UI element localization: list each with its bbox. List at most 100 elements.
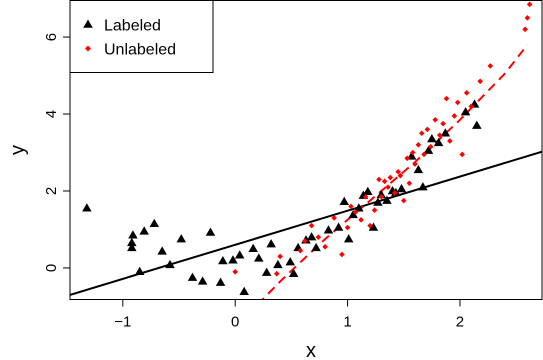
labeled-point [139,226,149,235]
labeled-point [82,203,92,212]
unlabeled-point [463,90,470,96]
unlabeled-point [277,253,283,260]
labeled-point [266,239,276,248]
labeled-point [333,222,344,231]
labeled-point [413,164,424,174]
labeled-point [460,107,471,116]
legend-box [69,0,214,73]
unlabeled-point [418,130,425,137]
unlabeled-point [409,149,416,156]
x-tick-label: −1 [114,314,131,331]
labeled-point [288,268,299,277]
labeled-point [261,267,272,276]
labeled-point [228,255,238,264]
labeled-point [187,272,198,281]
x-axis-label: x [306,340,316,360]
unlabeled-point [297,247,304,254]
labeled-point [406,151,417,160]
labeled-point [127,237,137,247]
unlabeled-point [302,238,308,244]
labeled-point [382,195,392,204]
labeled-point [311,242,321,252]
unlabeled-point [477,78,483,85]
labeled-point [363,186,373,196]
legend-label: Labeled [104,18,161,35]
unlabeled-point [331,215,337,221]
unlabeled-point [440,120,446,127]
labeled-point [157,246,167,255]
unlabeled-point [378,193,385,200]
unlabeled-point [404,155,410,162]
unlabeled-point [443,95,450,102]
labeled-point [396,184,407,193]
unlabeled-point [381,178,388,185]
unlabeled-point [339,251,345,258]
labeled-point [128,230,138,239]
unlabeled-point [487,63,494,69]
unlabeled-point [367,222,373,229]
unlabeled-point [406,180,413,187]
unlabeled-point [421,151,427,158]
plot-layer [70,1,542,300]
labeled-point [248,243,258,252]
legend-triangle-icon [83,19,93,28]
unlabeled-point [427,143,434,150]
x-tick-label: 2 [456,314,464,331]
unlabeled-point [400,197,407,204]
solid-fit-line [70,150,542,296]
labeled-point [134,266,145,276]
unlabeled-point [526,1,533,8]
unlabeled-point [315,234,322,240]
unlabeled-point [371,207,378,214]
legend: Labeled Unlabeled [69,0,214,73]
unlabeled-point [424,126,431,133]
unlabeled-point [376,176,382,183]
labeled-point [215,277,226,286]
unlabeled-point [436,132,443,138]
unlabeled-point [468,103,474,110]
unlabeled-point [387,174,394,181]
labeled-point [368,222,379,231]
y-tick-label: 2 [43,187,60,195]
legend-diamond-icon [85,45,91,52]
unlabeled-point [344,224,351,231]
labeled-point [165,259,175,269]
dashed-fit-line [261,44,529,300]
unlabeled-point [352,209,359,215]
axes-layer: −1 0 1 2 0 2 4 6 [43,33,464,331]
labeled-point [205,227,216,236]
unlabeled-point [432,116,439,123]
unlabeled-point [395,168,401,175]
labeled-point [285,257,296,266]
unlabeled-point [232,268,238,275]
legend-label: Unlabeled [104,42,176,59]
labeled-point [323,225,334,234]
y-tick-label: 4 [43,110,60,118]
unlabeled-point [308,222,315,229]
unlabeled-point [322,243,328,250]
x-tick-label: 0 [231,314,239,331]
labeled-point [176,234,187,243]
y-axis-label: y [7,145,29,155]
unlabeled-point [348,203,354,210]
y-tick-label: 6 [43,33,60,41]
x-tick-label: 1 [343,314,351,331]
labeled-point [339,196,349,206]
unlabeled-point [385,184,391,190]
unlabeled-point [391,190,398,196]
unlabeled-point [524,15,531,21]
labeled-point [354,203,364,212]
unlabeled-point [358,217,364,223]
labeled-point [127,242,137,252]
labeled-point [472,120,482,129]
labeled-point [239,286,249,296]
labeled-point [149,218,160,227]
unlabeled-point [459,151,466,158]
unlabeled-point [397,172,404,179]
unlabeled-point [447,138,453,144]
labeled-point [254,253,264,262]
labeled-point [234,250,245,259]
labeled-point [197,276,208,285]
labeled-point [440,128,451,137]
